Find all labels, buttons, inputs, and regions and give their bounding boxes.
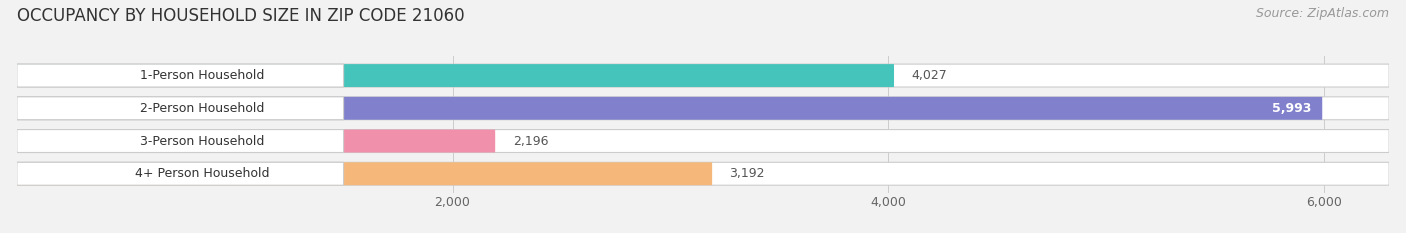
Text: 2-Person Household: 2-Person Household — [139, 102, 264, 115]
FancyBboxPatch shape — [17, 162, 1389, 185]
FancyBboxPatch shape — [17, 97, 1322, 120]
Text: 4,027: 4,027 — [911, 69, 948, 82]
FancyBboxPatch shape — [17, 162, 713, 185]
FancyBboxPatch shape — [17, 64, 894, 87]
FancyBboxPatch shape — [17, 130, 343, 152]
Text: 5,993: 5,993 — [1272, 102, 1312, 115]
Text: Source: ZipAtlas.com: Source: ZipAtlas.com — [1256, 7, 1389, 20]
Text: OCCUPANCY BY HOUSEHOLD SIZE IN ZIP CODE 21060: OCCUPANCY BY HOUSEHOLD SIZE IN ZIP CODE … — [17, 7, 464, 25]
Text: 1-Person Household: 1-Person Household — [139, 69, 264, 82]
FancyBboxPatch shape — [17, 130, 1389, 152]
Text: 4+ Person Household: 4+ Person Household — [135, 167, 270, 180]
FancyBboxPatch shape — [17, 64, 343, 87]
Text: 3,192: 3,192 — [730, 167, 765, 180]
Text: 3-Person Household: 3-Person Household — [139, 134, 264, 147]
FancyBboxPatch shape — [17, 97, 343, 120]
FancyBboxPatch shape — [17, 162, 343, 185]
FancyBboxPatch shape — [17, 130, 495, 152]
Text: 2,196: 2,196 — [513, 134, 548, 147]
FancyBboxPatch shape — [17, 64, 1389, 87]
FancyBboxPatch shape — [17, 97, 1389, 120]
